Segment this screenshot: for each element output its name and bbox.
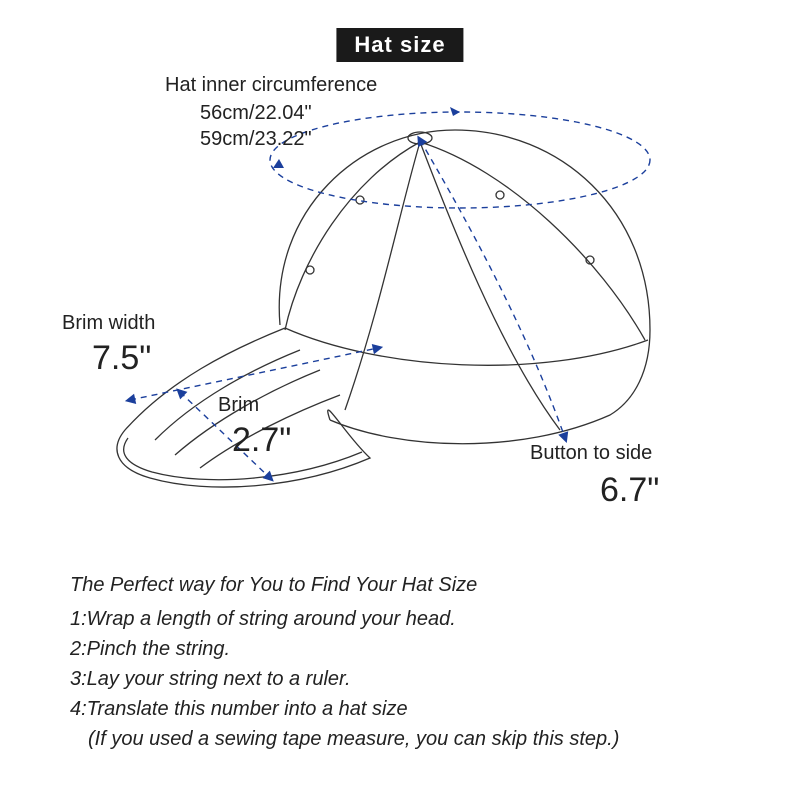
circumference-title: Hat inner circumference [165, 72, 377, 98]
brim-width-value: 7.5" [92, 336, 151, 380]
instructions-step-4: 4:Translate this number into a hat size [70, 694, 730, 724]
circumference-line2: 59cm/23.22" [200, 126, 312, 152]
button-to-side-arrow [420, 140, 565, 438]
circumference-arrow [270, 107, 650, 208]
instructions-note: (If you used a sewing tape measure, you … [70, 724, 730, 754]
instructions-header: The Perfect way for You to Find Your Hat… [70, 570, 730, 600]
brim-label: Brim [218, 392, 259, 418]
instructions-block: The Perfect way for You to Find Your Hat… [70, 570, 730, 754]
instructions-step-3: 3:Lay your string next to a ruler. [70, 664, 730, 694]
button-side-value: 6.7" [600, 468, 659, 512]
brim-width-label: Brim width [62, 310, 155, 336]
instructions-step-2: 2:Pinch the string. [70, 634, 730, 664]
instructions-step-1: 1:Wrap a length of string around your he… [70, 604, 730, 634]
circumference-line1: 56cm/22.04" [200, 100, 312, 126]
brim-value: 2.7" [232, 418, 291, 462]
title-badge: Hat size [336, 28, 463, 62]
button-side-label: Button to side [530, 440, 652, 466]
